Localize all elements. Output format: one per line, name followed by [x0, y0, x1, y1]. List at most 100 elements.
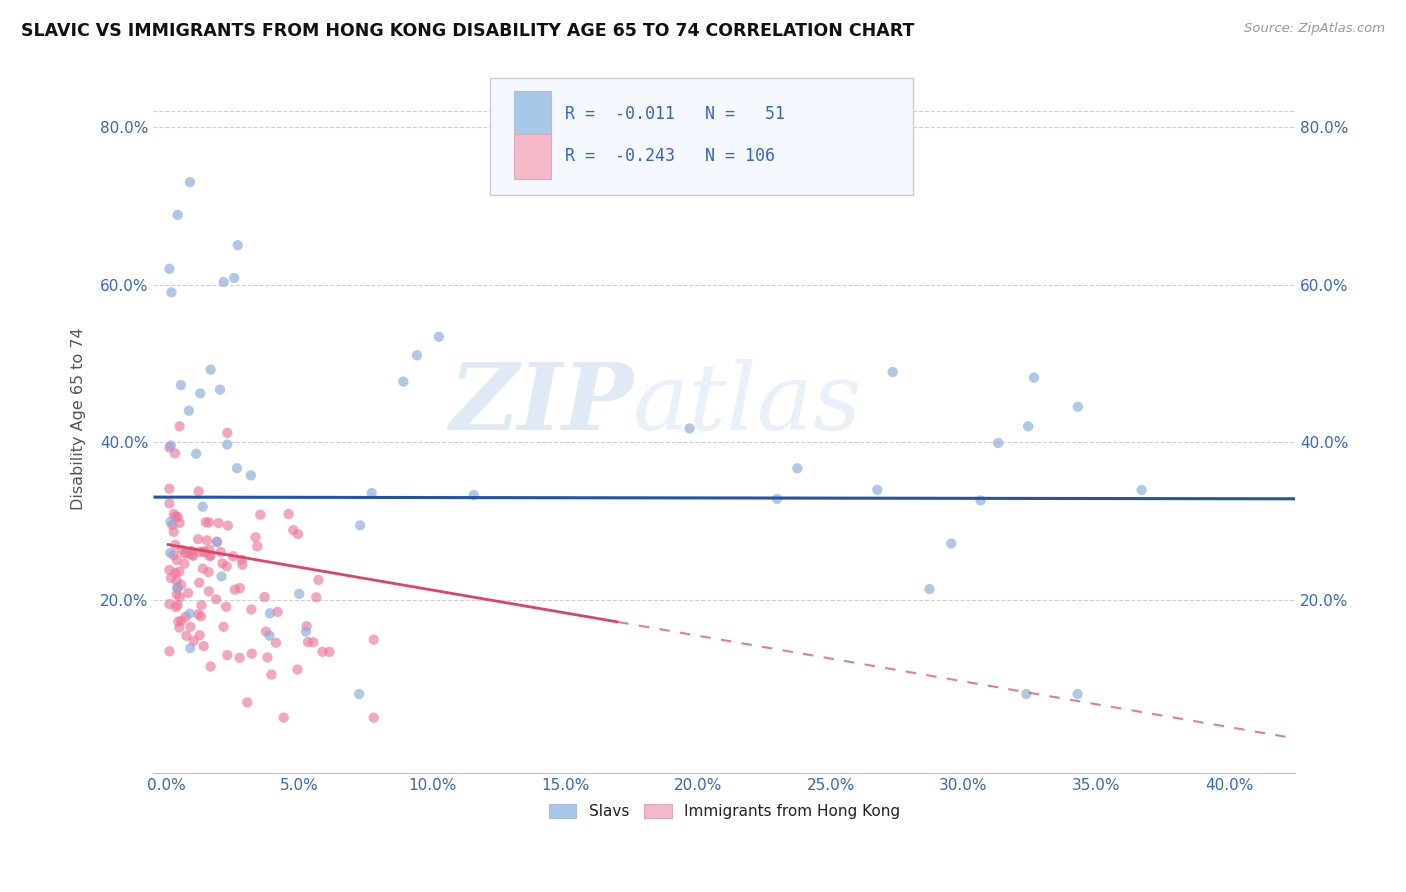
FancyBboxPatch shape — [515, 134, 551, 179]
Point — [166, 208, 188, 222]
Point — [169, 621, 191, 635]
Point — [786, 461, 808, 475]
Point — [217, 518, 239, 533]
Point — [318, 645, 340, 659]
Point — [406, 348, 429, 362]
Point — [193, 545, 215, 559]
Point — [198, 542, 221, 557]
Point — [231, 553, 253, 567]
FancyBboxPatch shape — [491, 78, 912, 195]
Point — [181, 549, 204, 563]
Point — [360, 486, 382, 500]
Point — [163, 524, 186, 539]
Point — [941, 536, 963, 550]
Point — [273, 711, 295, 725]
Legend: Slavs, Immigrants from Hong Kong: Slavs, Immigrants from Hong Kong — [543, 797, 907, 825]
Point — [173, 557, 195, 571]
FancyBboxPatch shape — [515, 91, 551, 136]
Point — [197, 565, 219, 579]
Point — [200, 659, 222, 673]
Point — [190, 609, 212, 624]
Point — [179, 641, 201, 656]
Text: SLAVIC VS IMMIGRANTS FROM HONG KONG DISABILITY AGE 65 TO 74 CORRELATION CHART: SLAVIC VS IMMIGRANTS FROM HONG KONG DISA… — [21, 22, 914, 40]
Point — [170, 614, 193, 628]
Point — [245, 530, 267, 544]
Point — [215, 559, 238, 574]
Y-axis label: Disability Age 65 to 74: Disability Age 65 to 74 — [72, 327, 86, 509]
Point — [363, 632, 385, 647]
Point — [165, 509, 187, 524]
Point — [170, 542, 193, 557]
Point — [193, 544, 215, 558]
Text: ZIP: ZIP — [449, 359, 633, 450]
Point — [217, 425, 239, 440]
Point — [240, 602, 263, 616]
Point — [305, 591, 328, 605]
Point — [215, 599, 238, 614]
Point — [179, 175, 201, 189]
Point — [211, 569, 233, 583]
Point — [166, 581, 188, 595]
Point — [173, 546, 195, 560]
Point — [239, 468, 262, 483]
Point — [1130, 483, 1153, 497]
Point — [297, 635, 319, 649]
Point — [170, 578, 193, 592]
Point — [363, 711, 385, 725]
Point — [287, 663, 309, 677]
Point — [165, 538, 187, 552]
Point — [177, 404, 200, 418]
Point — [283, 523, 305, 537]
Point — [205, 534, 228, 549]
Point — [188, 386, 211, 401]
Point — [226, 238, 249, 252]
Point — [1022, 370, 1045, 384]
Text: atlas: atlas — [633, 359, 863, 450]
Point — [188, 545, 211, 559]
Point — [347, 687, 370, 701]
Point — [212, 620, 235, 634]
Point — [188, 575, 211, 590]
Point — [209, 383, 232, 397]
Point — [167, 565, 190, 579]
Point — [159, 546, 181, 560]
Point — [170, 378, 193, 392]
Point — [246, 539, 269, 553]
Text: Source: ZipAtlas.com: Source: ZipAtlas.com — [1244, 22, 1385, 36]
Point — [217, 648, 239, 662]
Point — [1067, 400, 1090, 414]
Point — [160, 438, 183, 452]
Point — [217, 437, 239, 451]
Point — [987, 436, 1010, 450]
Point — [193, 639, 215, 653]
Point — [160, 285, 183, 300]
Point — [287, 527, 309, 541]
Point — [198, 549, 221, 564]
Point — [295, 624, 318, 639]
Point — [167, 510, 190, 524]
Point — [159, 597, 181, 611]
Point — [226, 461, 249, 475]
Point — [169, 516, 191, 530]
Point — [166, 598, 188, 612]
Text: R =  -0.243   N = 106: R = -0.243 N = 106 — [565, 147, 775, 165]
Point — [236, 695, 259, 709]
Point — [224, 271, 246, 285]
Point — [205, 535, 228, 549]
Point — [224, 582, 246, 597]
Point — [167, 615, 190, 629]
Point — [259, 629, 281, 643]
Point — [205, 592, 228, 607]
Point — [180, 548, 202, 562]
Point — [195, 533, 218, 548]
Point — [256, 650, 278, 665]
Point — [166, 553, 188, 567]
Point — [160, 517, 183, 532]
Point — [207, 516, 229, 530]
Point — [254, 624, 277, 639]
Point — [180, 544, 202, 558]
Point — [186, 447, 208, 461]
Point — [198, 584, 221, 599]
Point — [288, 587, 311, 601]
Point — [231, 558, 253, 572]
